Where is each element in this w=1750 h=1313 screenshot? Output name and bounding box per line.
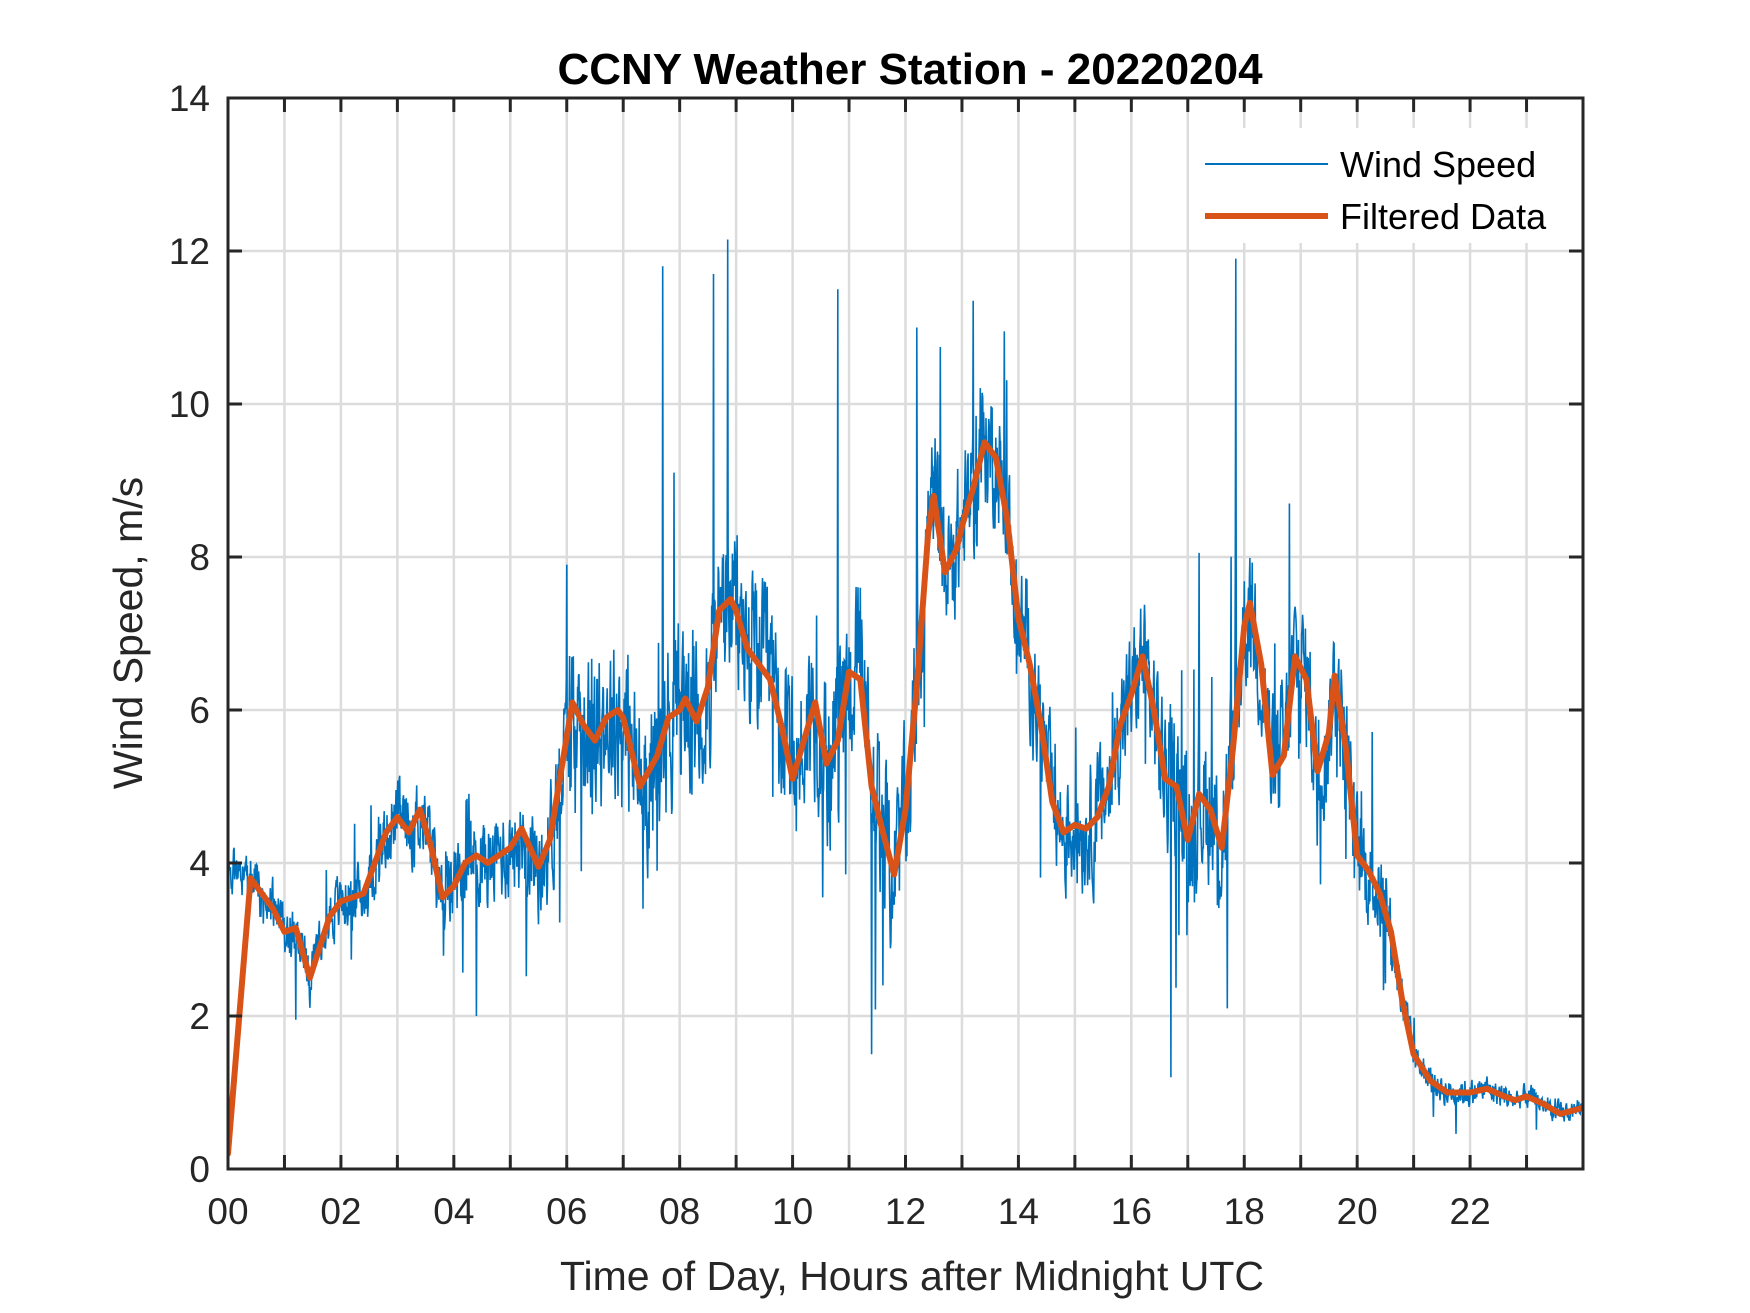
y-tick-label: 4 xyxy=(189,843,210,884)
x-tick-label: 00 xyxy=(207,1191,248,1232)
axes xyxy=(226,96,1585,1171)
y-tick-label: 10 xyxy=(169,384,210,425)
x-axis-label: Time of Day, Hours after Midnight UTC xyxy=(560,1253,1264,1299)
y-tick-label: 2 xyxy=(189,996,210,1037)
x-tick-label: 10 xyxy=(772,1191,813,1232)
x-tick-label: 06 xyxy=(546,1191,587,1232)
legend-label-wind-speed: Wind Speed xyxy=(1340,144,1536,185)
plot-area xyxy=(228,239,1583,1157)
legend-label-filtered-data: Filtered Data xyxy=(1340,196,1547,237)
y-tick-label: 6 xyxy=(189,690,210,731)
x-tick-label: 04 xyxy=(433,1191,474,1232)
x-tick-label: 08 xyxy=(659,1191,700,1232)
legend-background xyxy=(1190,128,1570,243)
y-tick-label: 14 xyxy=(169,78,210,119)
grid-lines xyxy=(228,98,1583,1169)
x-tick-label: 22 xyxy=(1450,1191,1491,1232)
y-tick-label: 8 xyxy=(189,537,210,578)
chart-title: CCNY Weather Station - 20220204 xyxy=(557,45,1263,94)
x-tick-label: 18 xyxy=(1224,1191,1265,1232)
y-axis-label: Wind Speed, m/s xyxy=(105,477,151,789)
x-tick-label: 16 xyxy=(1111,1191,1152,1232)
y-tick-label: 0 xyxy=(189,1149,210,1190)
x-tick-label: 02 xyxy=(320,1191,361,1232)
x-tick-label: 12 xyxy=(885,1191,926,1232)
x-tick-label: 20 xyxy=(1337,1191,1378,1232)
legend: Wind Speed Filtered Data xyxy=(1190,128,1570,243)
y-tick-label: 12 xyxy=(169,231,210,272)
x-tick-label: 14 xyxy=(998,1191,1039,1232)
series-filtered-data xyxy=(228,439,1583,1157)
